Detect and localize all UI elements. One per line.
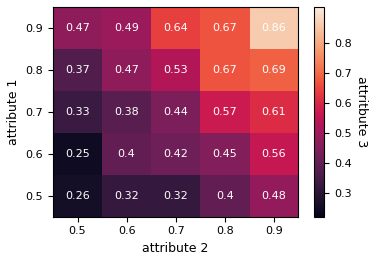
Text: 0.44: 0.44 bbox=[163, 107, 188, 117]
Text: 0.53: 0.53 bbox=[163, 65, 188, 75]
Y-axis label: attritbute 3: attritbute 3 bbox=[355, 76, 368, 148]
Text: 0.61: 0.61 bbox=[262, 107, 286, 117]
Text: 0.57: 0.57 bbox=[212, 107, 237, 117]
Text: 0.47: 0.47 bbox=[114, 65, 139, 75]
Text: 0.49: 0.49 bbox=[114, 23, 139, 33]
Text: 0.26: 0.26 bbox=[65, 191, 90, 201]
Text: 0.67: 0.67 bbox=[212, 23, 237, 33]
Text: 0.32: 0.32 bbox=[163, 191, 188, 201]
Text: 0.56: 0.56 bbox=[262, 149, 286, 159]
Text: 0.86: 0.86 bbox=[261, 23, 286, 33]
Text: 0.4: 0.4 bbox=[118, 149, 135, 159]
Text: 0.64: 0.64 bbox=[163, 23, 188, 33]
Text: 0.47: 0.47 bbox=[65, 23, 90, 33]
Text: 0.38: 0.38 bbox=[114, 107, 139, 117]
X-axis label: attribute 2: attribute 2 bbox=[143, 242, 209, 255]
Y-axis label: attribute 1: attribute 1 bbox=[7, 79, 20, 145]
Text: 0.37: 0.37 bbox=[65, 65, 90, 75]
Text: 0.33: 0.33 bbox=[65, 107, 90, 117]
Text: 0.32: 0.32 bbox=[114, 191, 139, 201]
Text: 0.4: 0.4 bbox=[216, 191, 234, 201]
Text: 0.48: 0.48 bbox=[261, 191, 286, 201]
Text: 0.45: 0.45 bbox=[212, 149, 237, 159]
Text: 0.25: 0.25 bbox=[65, 149, 90, 159]
Text: 0.69: 0.69 bbox=[261, 65, 286, 75]
Text: 0.67: 0.67 bbox=[212, 65, 237, 75]
Text: 0.42: 0.42 bbox=[163, 149, 188, 159]
